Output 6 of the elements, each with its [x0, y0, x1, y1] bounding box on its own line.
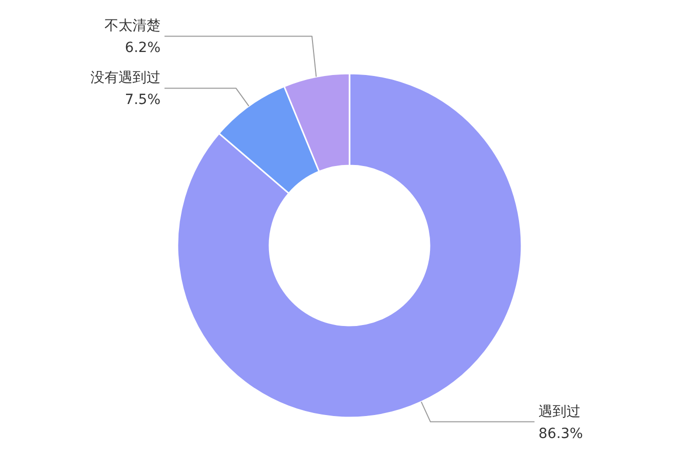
data-label: 6.2%: [124, 40, 161, 56]
data-label: 86.3%: [538, 426, 583, 442]
slice-label: 遇到过: [538, 404, 580, 420]
slice-label: 没有遇到过: [90, 70, 160, 86]
slice-label: 不太清楚: [104, 18, 160, 34]
data-label: 7.5%: [124, 92, 161, 108]
